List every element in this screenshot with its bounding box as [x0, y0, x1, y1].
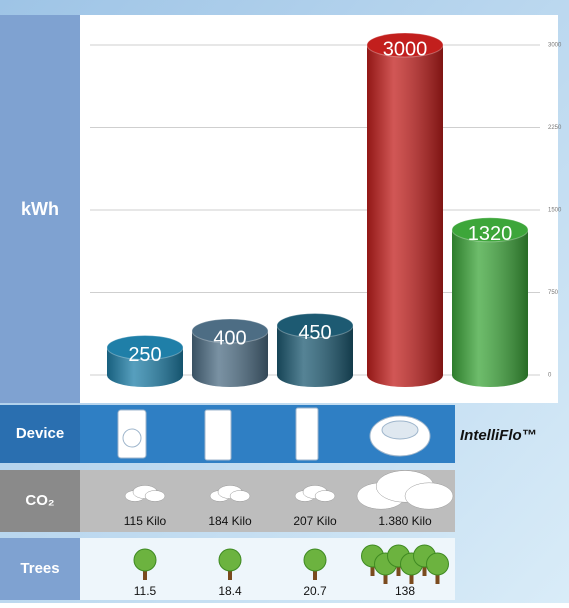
value-label: 400 [213, 327, 246, 349]
tree-trunk [313, 566, 317, 580]
bar-top [106, 335, 184, 360]
row-label-bg [0, 538, 80, 600]
tree-crown [303, 548, 327, 572]
y-tick-label: 1500 [548, 208, 562, 214]
axis-label-column [0, 15, 80, 403]
bar-top [451, 217, 529, 243]
trees-label: 18.4 [218, 584, 242, 598]
y-axis-label: kWh [21, 199, 59, 219]
tree-crown [133, 548, 157, 572]
fridge-icon [295, 407, 319, 461]
value-label: 450 [298, 322, 331, 344]
tree-crown [218, 548, 242, 572]
bar-shade [277, 325, 353, 387]
cloud-icon [314, 490, 336, 502]
row-label: Trees [20, 560, 59, 577]
tree-trunk [396, 562, 401, 576]
value-label: 250 [128, 344, 161, 366]
tree-crown [426, 552, 449, 576]
value-label: 3000 [383, 38, 428, 60]
bar-shade [192, 331, 268, 387]
device-icons [117, 407, 431, 461]
trees-label: 138 [395, 584, 415, 598]
row-label: Device [16, 425, 64, 442]
washer-door [122, 428, 142, 448]
bar-shade [367, 45, 443, 387]
y-tick-label: 2250 [548, 125, 562, 131]
pump-lid [381, 420, 419, 440]
tree-trunk [370, 562, 375, 576]
dishwasher-icon [204, 409, 232, 461]
y-tick-label: 0 [548, 373, 552, 379]
y-tick-label: 3000 [548, 43, 562, 49]
row-label: CO₂ [25, 492, 54, 509]
co2-label: 207 Kilo [293, 514, 337, 528]
bar-top [366, 32, 444, 58]
bar-shade [452, 229, 528, 387]
co2-label: 1.380 Kilo [378, 514, 432, 528]
tree-trunk [228, 566, 232, 580]
row-label-bg [0, 470, 80, 532]
y-tick-label: 750 [548, 290, 559, 296]
cloud-icon [144, 490, 166, 502]
value-label: 1320 [468, 223, 513, 245]
tree-trunk [422, 562, 427, 576]
tree-trunk [435, 570, 440, 584]
bar-top [276, 313, 354, 338]
bar-top [191, 318, 269, 344]
co2-label: 184 Kilo [208, 514, 252, 528]
tree-trunk [409, 570, 414, 584]
washer-icon [117, 409, 147, 459]
trees-label: 11.5 [134, 584, 157, 598]
trees-label: 20.7 [303, 584, 327, 598]
tree-trunk [383, 570, 388, 584]
cloud-icon [404, 482, 454, 510]
category-label: IntelliFlo™ [460, 427, 537, 444]
tree-trunk [143, 566, 147, 580]
row-label-bg [0, 405, 80, 463]
co2-label: 115 Kilo [124, 514, 167, 528]
cloud-icon [229, 490, 251, 502]
